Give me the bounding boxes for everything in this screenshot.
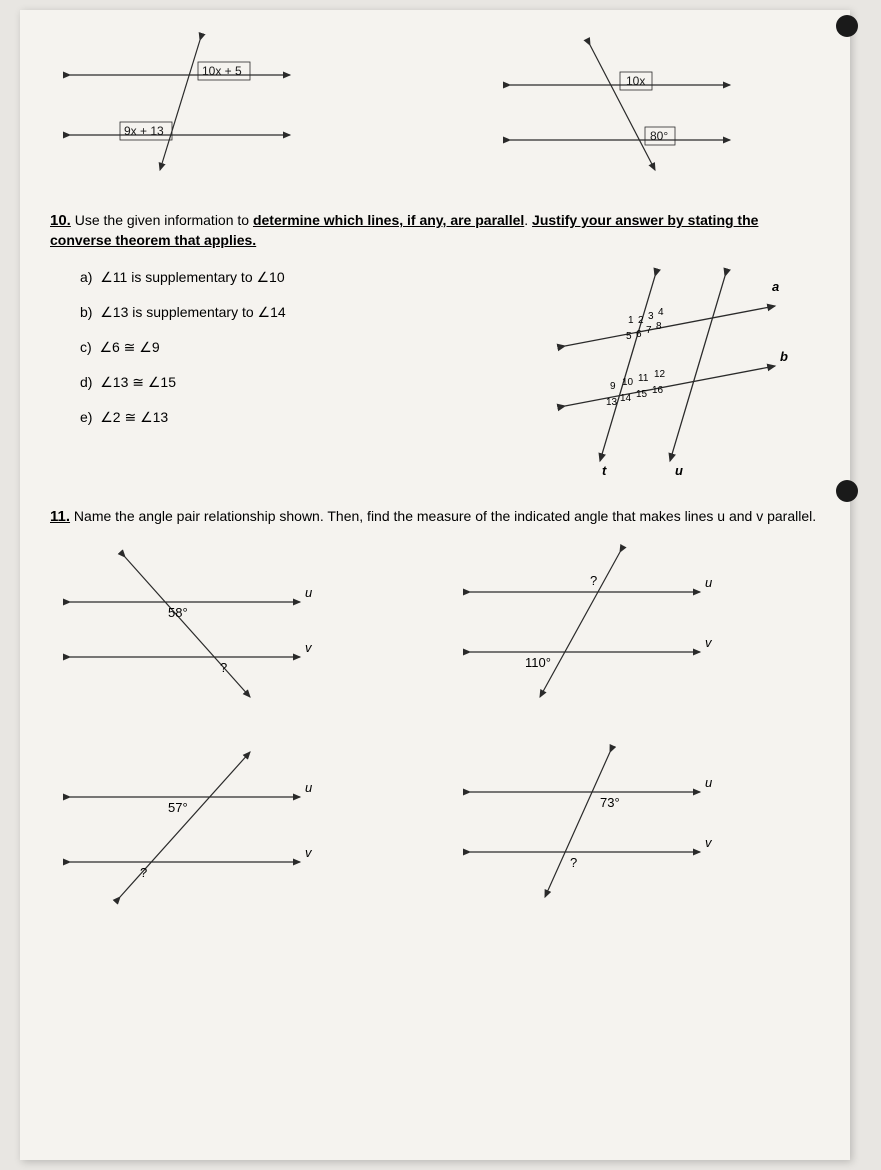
svg-text:13: 13	[606, 397, 618, 408]
svg-text:u: u	[705, 775, 712, 790]
svg-text:v: v	[305, 845, 313, 860]
q10-item-a: a) ∠11 is supplementary to ∠10	[80, 269, 540, 286]
svg-text:58°: 58°	[168, 605, 188, 620]
svg-text:5: 5	[626, 331, 632, 342]
hole-punch	[836, 15, 858, 37]
q10-item-d: d) ∠13 ≅ ∠15	[80, 374, 540, 391]
label-upper: 10x	[626, 74, 645, 88]
svg-text:u: u	[705, 575, 712, 590]
q11-number: 11.	[50, 508, 70, 525]
svg-text:11: 11	[638, 373, 649, 384]
svg-text:u: u	[305, 780, 312, 795]
worksheet-page: 10x + 5 9x + 13 10x 80° 10. Use the give…	[20, 10, 850, 1160]
label-lower: 80°	[650, 129, 668, 143]
q10-item-c: c) ∠6 ≅ ∠9	[80, 339, 540, 356]
svg-text:14: 14	[620, 393, 632, 404]
q10-item-b: b) ∠13 is supplementary to ∠14	[80, 304, 540, 321]
svg-text:v: v	[705, 835, 713, 850]
q10-u1: determine which lines, if any, are paral…	[253, 212, 524, 228]
q11-diagrams: u v 58° ? u v ? 110°	[50, 537, 820, 907]
question-11: 11. Name the angle pair relationship sho…	[50, 506, 820, 907]
svg-text:8: 8	[656, 321, 662, 332]
svg-text:?: ?	[140, 865, 147, 880]
svg-text:7: 7	[646, 325, 652, 336]
q11-diagram-4: u v 73° ?	[450, 737, 730, 907]
q11-diagram-3: u v 57° ?	[50, 737, 330, 907]
q11-diagram-1: u v 58° ?	[50, 537, 330, 707]
svg-text:1: 1	[628, 315, 634, 326]
svg-text:v: v	[305, 640, 313, 655]
svg-text:?: ?	[590, 573, 597, 588]
svg-text:57°: 57°	[168, 800, 188, 815]
svg-text:15: 15	[636, 389, 648, 400]
label-lower: 9x + 13	[124, 124, 164, 138]
q11-text: Name the angle pair relationship shown. …	[74, 508, 816, 524]
svg-text:?: ?	[220, 660, 227, 675]
q10-number: 10.	[50, 212, 71, 229]
svg-text:9: 9	[610, 381, 616, 392]
svg-text:u: u	[305, 585, 312, 600]
diagram-top-right: 10x 80°	[490, 30, 750, 180]
label-upper: 10x + 5	[202, 64, 242, 78]
svg-text:u: u	[675, 463, 683, 478]
top-diagram-row: 10x + 5 9x + 13 10x 80°	[50, 30, 820, 180]
q11-diagram-2: u v ? 110°	[450, 537, 730, 707]
diagram-top-left: 10x + 5 9x + 13	[50, 30, 310, 180]
svg-text:110°: 110°	[525, 655, 551, 670]
svg-text:2: 2	[638, 315, 644, 326]
svg-text:3: 3	[648, 311, 654, 322]
hole-punch	[836, 480, 858, 502]
svg-text:16: 16	[652, 385, 664, 396]
svg-text:?: ?	[570, 855, 577, 870]
svg-text:73°: 73°	[600, 795, 620, 810]
q10-text-prefix: Use the given information to	[75, 212, 253, 228]
svg-text:10: 10	[622, 377, 634, 388]
q10-items: a) ∠11 is supplementary to ∠10 b) ∠13 is…	[50, 251, 540, 481]
q10-item-e: e) ∠2 ≅ ∠13	[80, 409, 540, 426]
svg-text:b: b	[780, 349, 788, 364]
svg-text:12: 12	[654, 369, 666, 380]
q10-mid: .	[524, 212, 532, 228]
q10-diagram: a b t u 1 2 3 4 5 6 7 8 9 10 11	[540, 251, 820, 481]
svg-text:v: v	[705, 635, 713, 650]
question-10: 10. Use the given information to determi…	[50, 210, 820, 481]
svg-text:a: a	[772, 279, 779, 294]
svg-text:t: t	[602, 463, 607, 478]
svg-text:4: 4	[658, 307, 664, 318]
svg-text:6: 6	[636, 329, 642, 340]
